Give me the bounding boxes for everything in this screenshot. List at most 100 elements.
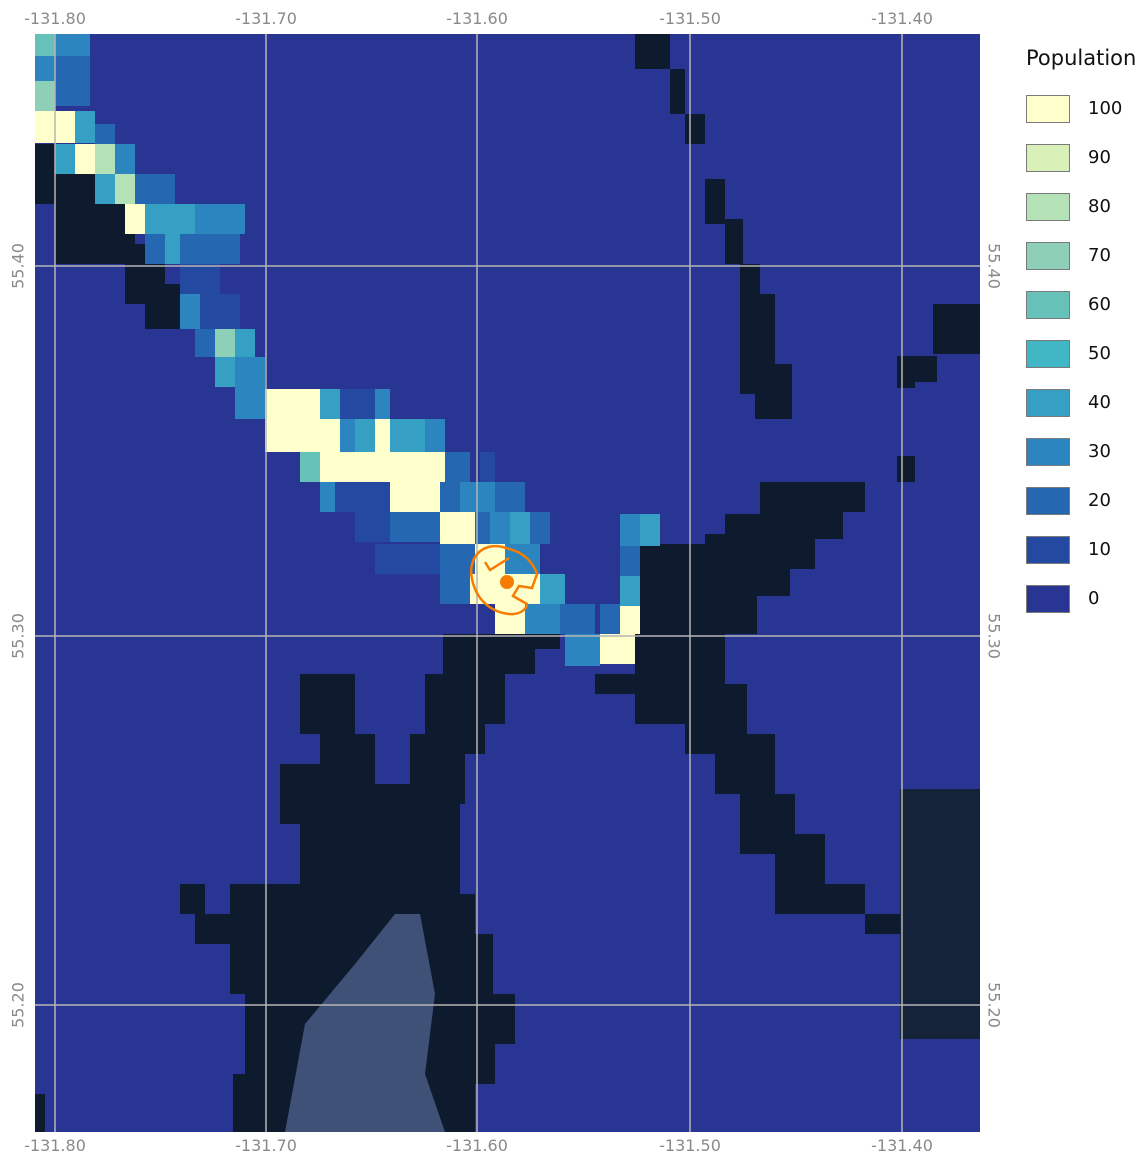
pop-cell (195, 204, 245, 234)
legend-label: 80 (1088, 196, 1111, 217)
land-mass (180, 634, 560, 1132)
pop-cell (540, 574, 565, 604)
pop-cell (145, 204, 195, 234)
location-marker (469, 544, 539, 616)
pop-cell (425, 419, 445, 452)
pop-cell (495, 482, 525, 512)
pop-cell (265, 389, 320, 452)
pop-cell (135, 174, 175, 204)
pop-cell (320, 389, 340, 419)
pop-cell (560, 604, 595, 634)
pop-cell (300, 452, 320, 482)
pop-cell (375, 389, 390, 419)
land-glacier (285, 914, 445, 1132)
pop-cell (165, 234, 180, 264)
pop-cell (445, 452, 470, 482)
legend-swatch (1026, 486, 1070, 515)
legend-item: 100 (1026, 84, 1136, 133)
pop-cell (375, 544, 440, 574)
pop-cell (95, 144, 115, 174)
pop-cell (375, 419, 390, 452)
pop-cell (55, 144, 75, 174)
legend-item: 10 (1026, 525, 1136, 574)
legend-item: 30 (1026, 427, 1136, 476)
land-cell (55, 204, 135, 264)
pop-cell (195, 329, 215, 357)
pop-cell (565, 634, 600, 666)
legend-item: 80 (1026, 182, 1136, 231)
land-cell (35, 144, 55, 204)
pop-cell (125, 204, 145, 234)
land-river (635, 34, 792, 419)
land-cell (35, 1094, 45, 1132)
marker-dot (500, 575, 514, 589)
map-canvas (35, 34, 980, 1132)
pop-cell (55, 34, 90, 56)
pop-cell (75, 111, 95, 143)
pop-cell (620, 514, 640, 546)
pop-cell (340, 389, 375, 419)
legend-item: 40 (1026, 378, 1136, 427)
x-tick-bottom: -131.70 (235, 1136, 297, 1155)
legend-label: 30 (1088, 441, 1111, 462)
x-tick-bottom: -131.50 (659, 1136, 721, 1155)
legend-item: 50 (1026, 329, 1136, 378)
pop-cell (440, 544, 475, 574)
pop-cell (355, 419, 375, 452)
pop-cell (55, 56, 90, 106)
legend: Population 100 90 80 70 60 50 40 30 20 10 0 (1026, 46, 1136, 623)
legend-label: 0 (1088, 588, 1100, 609)
pop-cell (335, 482, 390, 512)
pop-cell (640, 514, 660, 546)
pop-cell (420, 452, 445, 482)
legend-label: 50 (1088, 343, 1111, 364)
pop-cell (510, 512, 530, 544)
x-tick-top: -131.70 (235, 9, 297, 28)
pop-cell (340, 419, 355, 452)
legend-item: 70 (1026, 231, 1136, 280)
pop-cell (215, 329, 235, 357)
x-tick-top: -131.60 (446, 9, 508, 28)
legend-swatch (1026, 241, 1070, 270)
pop-cell (390, 512, 440, 542)
legend-swatch (1026, 535, 1070, 564)
x-tick-top: -131.80 (24, 9, 86, 28)
pop-cell (480, 452, 495, 482)
legend-title: Population (1026, 46, 1137, 70)
pop-cell (95, 124, 115, 144)
pop-cell (495, 604, 525, 634)
pop-cell (390, 482, 440, 512)
pop-cell (600, 634, 635, 664)
pop-cell (200, 294, 240, 329)
pop-cell (180, 264, 220, 294)
land-cell (897, 358, 915, 388)
pop-cell (620, 576, 640, 606)
pop-cell (35, 34, 55, 56)
legend-item: 60 (1026, 280, 1136, 329)
legend-item: 20 (1026, 476, 1136, 525)
population-cells (35, 34, 660, 666)
x-tick-top: -131.50 (659, 9, 721, 28)
pop-cell (320, 452, 420, 482)
pop-cell (35, 56, 55, 81)
pop-cell (320, 482, 335, 512)
pop-cell (320, 419, 340, 452)
legend-label: 60 (1088, 294, 1111, 315)
x-tick-top: -131.40 (871, 9, 933, 28)
legend-swatch (1026, 339, 1070, 368)
pop-cell (95, 174, 115, 204)
land-cell (897, 456, 915, 482)
pop-cell (440, 482, 460, 512)
population-map[interactable] (35, 34, 980, 1132)
land-cell (145, 284, 185, 329)
legend-items: 100 90 80 70 60 50 40 30 20 10 0 (1026, 84, 1136, 623)
pop-cell (525, 604, 560, 634)
pop-cell (235, 387, 265, 419)
legend-label: 70 (1088, 245, 1111, 266)
pop-cell (490, 512, 510, 544)
x-tick-bottom: -131.60 (446, 1136, 508, 1155)
legend-label: 10 (1088, 539, 1111, 560)
land-cell (900, 789, 980, 1039)
land-channel (595, 544, 980, 1034)
pop-cell (180, 294, 200, 329)
